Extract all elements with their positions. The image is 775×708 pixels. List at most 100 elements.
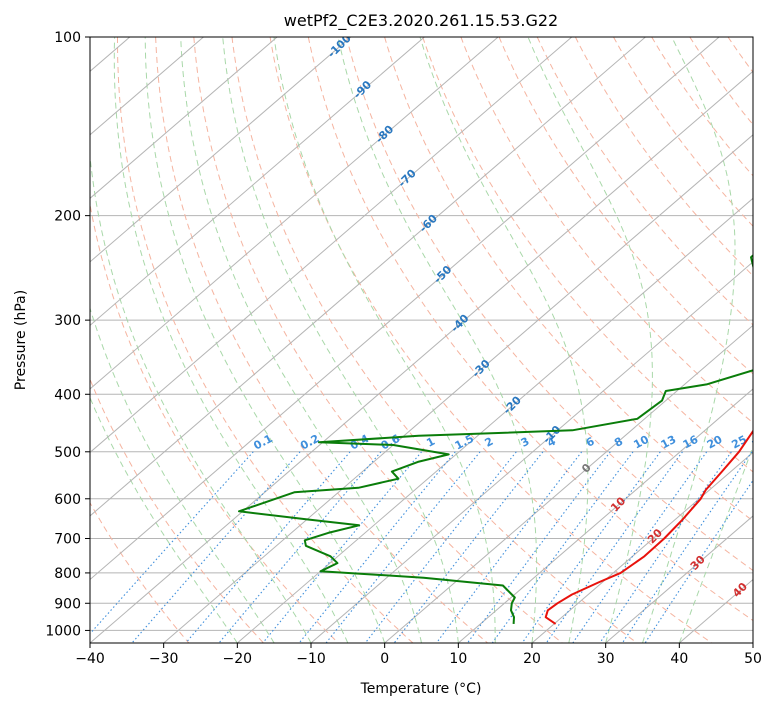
isotherm-line — [310, 261, 753, 643]
x-tick-label: 20 — [523, 651, 541, 667]
moist-adiabat-line — [527, 37, 653, 643]
mixing-ratio-label: 30 — [750, 433, 770, 452]
dry-adiabat-line — [651, 37, 753, 177]
dry-adiabat-line — [384, 37, 753, 522]
mixing-ratio-line — [572, 451, 708, 643]
dry-adiabat-line — [574, 37, 753, 277]
mixing-ratio-label: 6 — [584, 435, 597, 450]
isotherm-line — [458, 388, 753, 643]
mixing-ratio-label: 0.6 — [379, 432, 403, 453]
mixing-ratio-line — [491, 451, 634, 643]
isotherm-line — [163, 134, 753, 643]
isotherm-line — [752, 642, 753, 643]
moist-adiabat-line — [273, 37, 496, 643]
dry-adiabat-line — [766, 37, 775, 643]
series-layer — [238, 254, 753, 625]
mixing-ratio-line — [298, 451, 456, 643]
y-tick-label: 200 — [54, 209, 81, 225]
mixing-ratio-line — [621, 451, 753, 643]
moist-adiabat-line — [113, 37, 349, 643]
moist-adiabat-line — [419, 37, 589, 643]
temperature-profile-line — [544, 429, 753, 625]
dry-adiabat-line — [231, 37, 638, 643]
grid-layer — [90, 37, 775, 643]
y-tick-label: 900 — [54, 596, 81, 612]
y-tick-label: 1000 — [45, 623, 81, 639]
isotherm-line — [237, 197, 753, 643]
moist-adiabat-line — [90, 151, 312, 643]
dry-adiabat-line — [460, 37, 753, 424]
mixing-ratio-line — [218, 451, 382, 643]
isotherm-line — [605, 515, 753, 643]
mixing-ratio-label: 10 — [631, 433, 651, 452]
isotherm-line — [90, 37, 352, 263]
x-tick-label: −10 — [296, 651, 326, 667]
y-axis-label: Pressure (hPa) — [13, 290, 29, 390]
y-tick-label: 300 — [54, 313, 81, 329]
moist-adiabat-line — [90, 306, 275, 643]
mixing-ratio-label: 2 — [483, 435, 496, 450]
x-tick-label: 40 — [670, 651, 688, 667]
y-tick-label: 700 — [54, 532, 81, 548]
dry-adiabat-line — [689, 37, 753, 126]
isotherm-line — [531, 451, 753, 643]
isotherm-line — [90, 37, 499, 390]
mixing-ratio-line — [545, 451, 683, 643]
plot-frame — [89, 36, 754, 644]
y-tick-label: 100 — [54, 30, 81, 46]
mixing-ratio-label: 36 — [770, 433, 775, 452]
mixing-ratio-line — [644, 479, 753, 643]
moist-adiabat-line — [337, 37, 538, 643]
y-tick-label: 400 — [54, 387, 81, 403]
x-axis: −40 −30 −20 −10 0 10 20 30 40 50 — [75, 643, 762, 667]
y-tick-label: 500 — [54, 445, 81, 461]
chart-title: wetPf2_C2E3.2020.261.15.53.G22 — [284, 11, 558, 31]
x-tick-label: 0 — [380, 651, 389, 667]
mixing-ratio-line — [262, 451, 423, 643]
mixing-ratio-line — [185, 451, 351, 643]
mixing-ratio-label: 0.1 — [251, 432, 274, 453]
dry-adiabat-line — [90, 201, 339, 643]
mixing-ratio-label: 0.4 — [348, 432, 372, 453]
x-axis-label: Temperature (°C) — [360, 681, 482, 697]
x-tick-label: 50 — [744, 651, 762, 667]
dry-adiabat-line — [193, 37, 563, 643]
x-tick-label: −30 — [149, 651, 179, 667]
y-tick-label: 800 — [54, 566, 81, 582]
y-axis: 100 200 300 400 500 600 700 800 900 1000 — [45, 30, 90, 639]
dry-adiabat-line — [613, 37, 753, 227]
dry-adiabat-line — [422, 37, 753, 473]
y-tick-label: 600 — [54, 492, 81, 508]
dry-adiabat-line — [345, 37, 753, 572]
mixing-ratio-label: 1 — [424, 435, 437, 450]
moist-adiabat-line — [222, 37, 459, 643]
isotherm-line — [90, 37, 278, 200]
moist-adiabat-line — [642, 37, 736, 643]
mixing-ratio-label: 16 — [681, 433, 701, 452]
mixing-ratio-line — [325, 451, 481, 643]
dry-adiabat-line — [307, 37, 753, 622]
mixing-ratio-label: 3 — [519, 435, 532, 450]
mixing-ratio-label: 20 — [705, 433, 725, 452]
dry-adiabat-line — [90, 378, 264, 643]
mixing-ratio-line — [599, 451, 732, 643]
x-tick-label: −40 — [75, 651, 105, 667]
dry-adiabat-line — [498, 37, 753, 375]
dry-adiabat-line — [727, 37, 753, 74]
mixing-ratio-line — [467, 451, 611, 643]
isotherm-line — [90, 70, 753, 643]
mixing-ratio-line — [364, 451, 517, 643]
isotherm-line — [90, 37, 720, 581]
dry-adiabat-line — [117, 37, 414, 643]
isotherm-line — [90, 37, 573, 454]
moist-adiabat-line — [90, 396, 238, 643]
moist-adiabat-line — [144, 37, 386, 643]
isotherm-line — [90, 37, 425, 327]
mixing-ratio-line — [393, 451, 544, 643]
isotherm-line — [384, 324, 753, 643]
dry-adiabat-line — [269, 37, 712, 643]
isotherm-line — [90, 37, 646, 517]
moist-adiabat-line — [678, 445, 753, 643]
x-tick-label: 10 — [449, 651, 467, 667]
